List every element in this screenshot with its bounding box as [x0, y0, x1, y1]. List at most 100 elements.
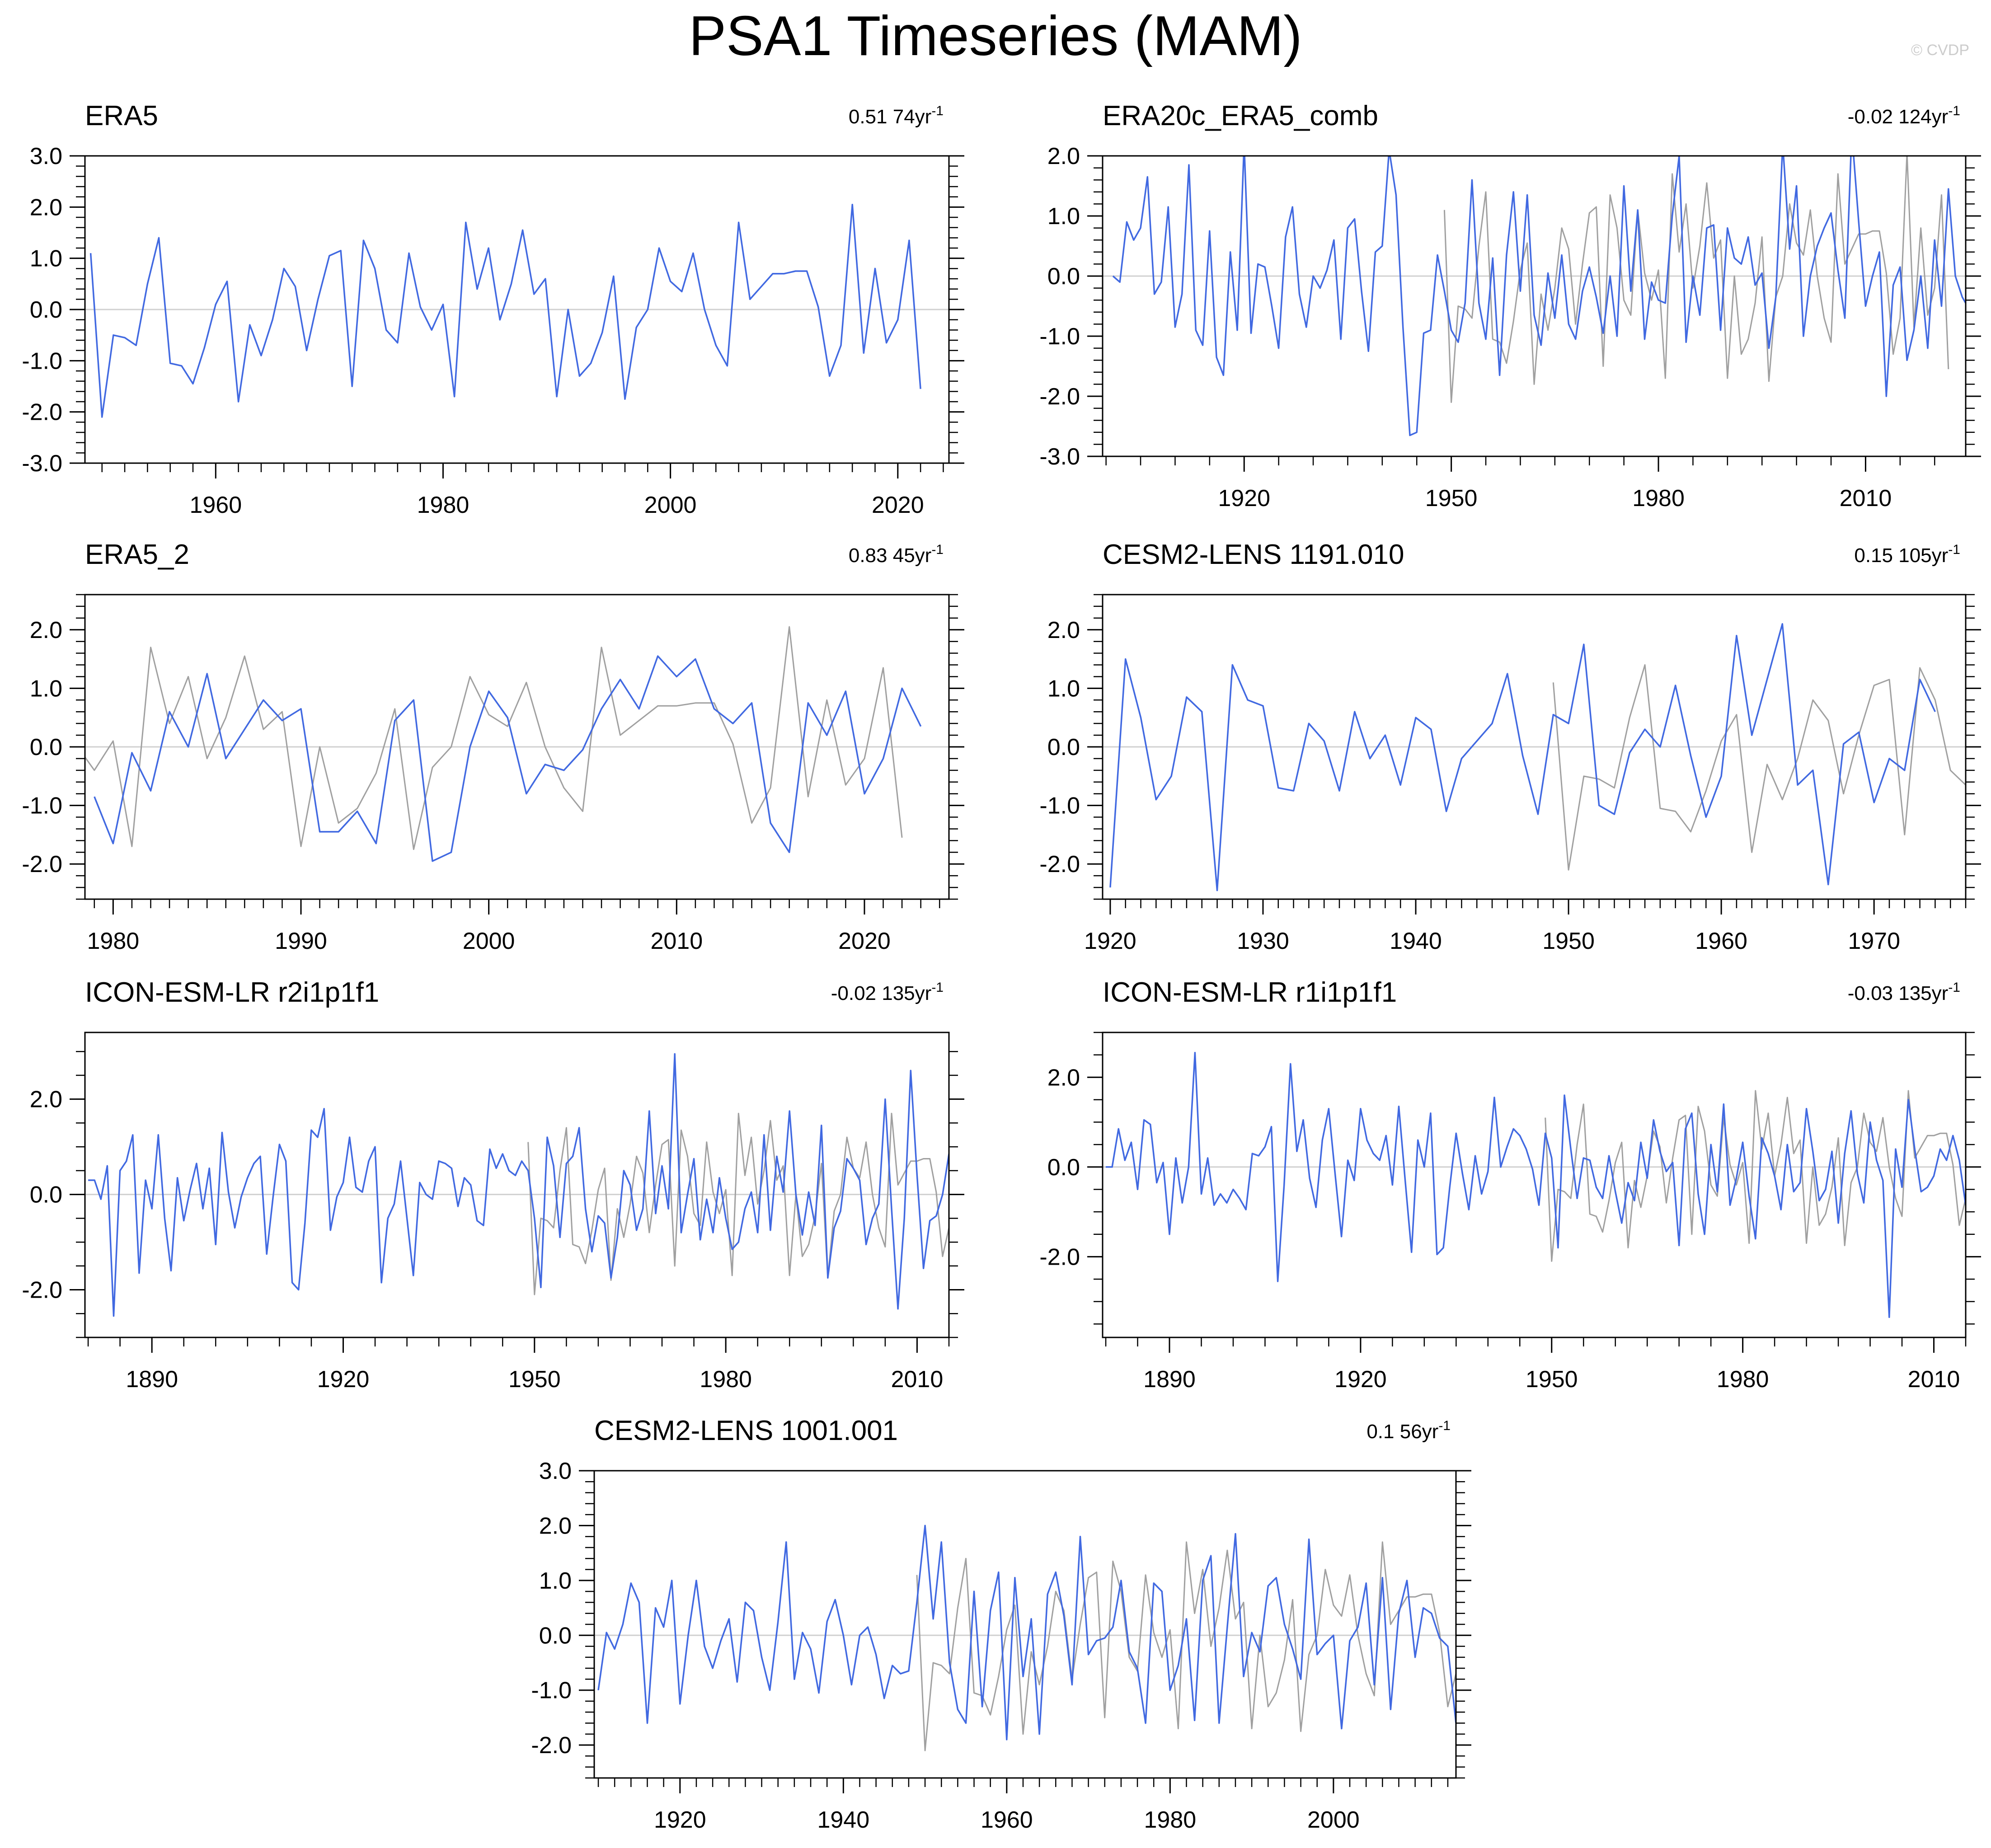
y-tick-label: -1.0 — [22, 793, 62, 819]
y-tick-label: 2.0 — [30, 617, 62, 643]
x-tick-label: 1920 — [1334, 1366, 1387, 1393]
trend-span: 74yr — [893, 106, 932, 128]
y-tick-label: 2.0 — [30, 1087, 62, 1113]
panel-title: ICON-ESM-LR r2i1p1f1 — [85, 977, 379, 1008]
x-tick-label: 2010 — [1840, 485, 1892, 511]
page-title: PSA1 Timeseries (MAM) — [689, 5, 1302, 67]
y-tick-label: -2.0 — [22, 399, 62, 426]
series-line-model — [597, 1524, 1456, 1740]
trend-label: 0.15 105yr-1 — [1854, 542, 1960, 567]
y-tick-label: -1.0 — [1039, 793, 1080, 819]
x-tick-label: 2000 — [1307, 1807, 1360, 1833]
y-tick-label: 0.0 — [1047, 1154, 1080, 1181]
x-tick-label: 1960 — [189, 492, 242, 518]
series-line-model — [1106, 1051, 1966, 1318]
x-tick-label: 1980 — [1144, 1807, 1197, 1833]
y-tick-label: 0.0 — [1047, 734, 1080, 760]
trend-value: 0.1 — [1366, 1421, 1399, 1443]
y-tick-label: 2.0 — [1047, 143, 1080, 169]
x-tick-label: 2000 — [644, 492, 697, 518]
x-tick-label: 1930 — [1237, 928, 1289, 954]
y-tick-label: 1.0 — [30, 246, 62, 272]
y-tick-label: -2.0 — [1039, 1244, 1080, 1270]
y-tick-label: 1.0 — [539, 1568, 572, 1594]
series-line-model — [88, 1053, 949, 1317]
x-tick-label: 1940 — [817, 1807, 869, 1833]
y-tick-label: 3.0 — [539, 1458, 572, 1484]
plot-frame — [84, 1032, 950, 1338]
trend-label: -0.02 124yr-1 — [1848, 103, 1960, 128]
x-tick-label: 1920 — [1218, 485, 1270, 511]
trend-value: 0.83 — [849, 544, 893, 567]
trend-label: -0.03 135yr-1 — [1848, 980, 1960, 1004]
trend-span: 135yr — [882, 982, 931, 1004]
x-tick-label: 1920 — [654, 1807, 706, 1833]
y-tick-label: -2.0 — [531, 1732, 572, 1759]
y-tick-label: 0.0 — [1047, 263, 1080, 290]
trend-span: 45yr — [893, 544, 932, 567]
trend-exponent: -1 — [1948, 542, 1960, 557]
y-tick-label: 0.0 — [30, 297, 62, 323]
panel-title: ICON-ESM-LR r1i1p1f1 — [1103, 977, 1397, 1008]
y-tick-label: 1.0 — [1047, 675, 1080, 702]
series-line-obs — [916, 1541, 1456, 1751]
x-tick-label: 2010 — [650, 928, 703, 954]
trend-exponent: -1 — [1948, 103, 1960, 118]
y-tick-label: -3.0 — [22, 450, 62, 477]
y-tick-label: 0.0 — [539, 1623, 572, 1649]
trend-span: 105yr — [1898, 544, 1948, 567]
trend-exponent: -1 — [931, 542, 944, 557]
trend-label: 0.83 45yr-1 — [849, 542, 944, 567]
trend-label: 0.51 74yr-1 — [849, 103, 944, 128]
series-line-model — [1112, 156, 1966, 436]
y-tick-label: 1.0 — [30, 675, 62, 702]
trend-label: 0.1 56yr-1 — [1366, 1418, 1451, 1443]
x-tick-label: 2020 — [872, 492, 924, 518]
chart-panel-4: CESM2-LENS 1191.010 0.15 105yr-1 1920 1930 1… — [1039, 539, 1981, 954]
x-tick-label: 2010 — [891, 1366, 944, 1393]
x-tick-label: 1950 — [1542, 928, 1595, 954]
series-line-obs — [1443, 156, 1949, 403]
chart-panel-1: ERA5 0.51 74yr-1 1960 1980 2000 2020 -3.0 -2.0 -… — [22, 100, 964, 518]
series-line-model — [1109, 623, 1936, 891]
panel-title: ERA20c_ERA5_comb — [1103, 100, 1378, 131]
trend-value: -0.02 — [1848, 106, 1899, 128]
trend-span: 135yr — [1898, 982, 1948, 1004]
y-tick-label: -2.0 — [22, 1277, 62, 1304]
y-tick-label: -1.0 — [531, 1678, 572, 1704]
x-tick-label: 1950 — [1425, 485, 1478, 511]
x-tick-label: 1980 — [1632, 485, 1685, 511]
series-line-model — [94, 655, 922, 862]
y-tick-label: -2.0 — [1039, 851, 1080, 877]
plot-frame — [593, 1470, 1457, 1779]
y-tick-label: -2.0 — [22, 851, 62, 877]
x-tick-label: 1960 — [1695, 928, 1747, 954]
x-tick-label: 1920 — [317, 1366, 370, 1393]
y-tick-label: 3.0 — [30, 143, 62, 169]
trend-value: 0.15 — [1854, 544, 1898, 567]
x-tick-label: 1920 — [1084, 928, 1136, 954]
x-tick-label: 2000 — [463, 928, 515, 954]
x-tick-label: 1960 — [981, 1807, 1033, 1833]
y-tick-label: 1.0 — [1047, 203, 1080, 230]
trend-span: 124yr — [1898, 106, 1948, 128]
y-tick-label: 2.0 — [30, 194, 62, 220]
series-line-obs — [1545, 1090, 1966, 1262]
trend-exponent: -1 — [1438, 1418, 1451, 1433]
x-tick-label: 1980 — [700, 1366, 752, 1393]
panel-title: ERA5 — [85, 100, 158, 131]
trend-value: -0.02 — [831, 982, 882, 1004]
watermark: © CVDP — [1911, 42, 1969, 59]
x-tick-label: 1980 — [417, 492, 470, 518]
x-tick-label: 1950 — [1526, 1366, 1578, 1393]
plot-frame — [1102, 1032, 1967, 1338]
trend-value: 0.51 — [849, 106, 893, 128]
plot-frame — [1102, 155, 1967, 457]
x-tick-label: 1990 — [275, 928, 327, 954]
chart-panel-6: ICON-ESM-LR r1i1p1f1 -0.03 135yr-1 1890 192… — [1039, 977, 1981, 1393]
y-tick-label: -1.0 — [22, 348, 62, 374]
trend-exponent: -1 — [1948, 980, 1960, 995]
chart-panel-7: CESM2-LENS 1001.001 0.1 56yr-1 1920 1940 196… — [531, 1415, 1471, 1833]
panel-title: CESM2-LENS 1001.001 — [594, 1415, 898, 1446]
